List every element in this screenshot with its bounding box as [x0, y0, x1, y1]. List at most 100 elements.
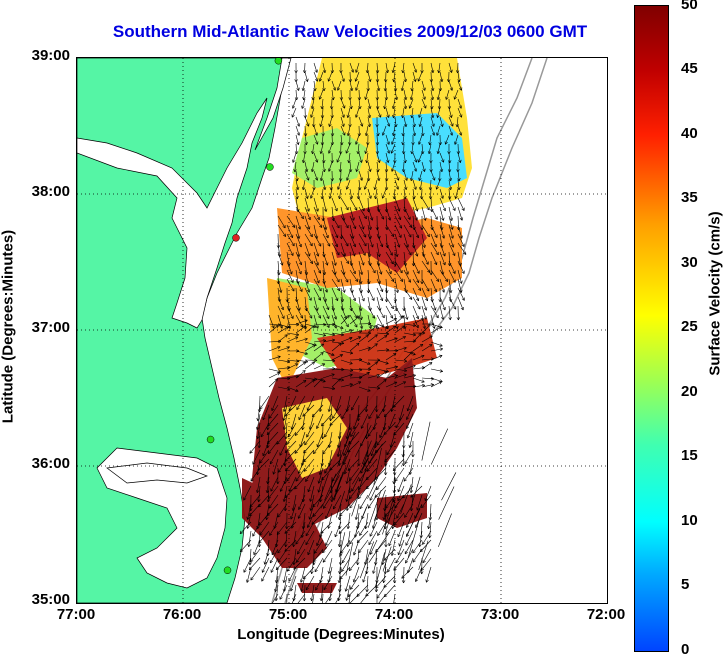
velocity-arrow-head — [261, 579, 265, 582]
velocity-arrow-head — [358, 479, 362, 482]
velocity-arrow-head — [307, 408, 310, 411]
velocity-arrow — [273, 458, 279, 475]
velocity-arrow-head — [430, 196, 433, 200]
velocity-arrow-head — [401, 70, 404, 74]
velocity-arrow — [258, 512, 270, 526]
velocity-arrow-head — [364, 96, 366, 100]
velocity-arrow-head — [375, 70, 378, 74]
velocity-arrow-head — [440, 369, 443, 372]
velocity-arrow-head — [316, 235, 319, 239]
velocity-arrow — [428, 512, 432, 529]
velocity-arrow-head — [359, 133, 361, 137]
velocity-arrow — [367, 260, 376, 274]
velocity-arrow-head — [386, 178, 389, 182]
velocity-arrow-head — [448, 178, 451, 182]
velocity-arrow-head — [290, 588, 294, 592]
velocity-arrow-head — [339, 151, 341, 155]
velocity-arrow — [430, 242, 439, 256]
velocity-arrow — [358, 372, 370, 379]
velocity-arrow-head — [403, 209, 406, 213]
velocity-arrow-head — [333, 326, 337, 329]
velocity-arrow-head — [395, 366, 398, 369]
velocity-arrow-head — [376, 443, 380, 446]
velocity-arrow-head — [256, 490, 260, 493]
velocity-arrow — [252, 521, 261, 537]
colorbar — [634, 5, 669, 652]
velocity-arrow-head — [297, 195, 299, 200]
velocity-arrow — [269, 521, 279, 536]
velocity-arrow-head — [409, 106, 412, 109]
velocity-arrow-head — [377, 325, 380, 329]
velocity-arrow-head — [450, 227, 453, 230]
velocity-arrow-head — [347, 526, 350, 530]
velocity-arrow — [361, 413, 369, 429]
velocity-arrow-head — [431, 106, 434, 110]
velocity-arrow-head — [365, 526, 368, 529]
velocity-arrow-head — [404, 461, 408, 465]
velocity-arrow-head — [347, 160, 350, 164]
velocity-arrow-head — [294, 487, 298, 490]
velocity-arrow-head — [345, 151, 349, 154]
velocity-arrow-head — [318, 316, 321, 319]
velocity-arrow — [421, 242, 425, 257]
velocity-arrow-head — [395, 187, 399, 190]
velocity-arrow-head — [277, 481, 280, 485]
velocity-arrow — [277, 503, 288, 518]
velocity-arrow-head — [415, 78, 417, 82]
velocity-arrow-head — [404, 290, 407, 293]
velocity-arrow — [366, 467, 378, 481]
velocity-arrow — [419, 530, 423, 547]
velocity-arrow-head — [302, 499, 306, 503]
velocity-arrow — [369, 521, 378, 537]
velocity-arrow-head — [386, 187, 389, 191]
velocity-arrow-head — [383, 379, 387, 381]
velocity-arrow-head — [323, 588, 327, 591]
velocity-arrow — [384, 98, 387, 109]
velocity-arrow — [439, 278, 445, 293]
velocity-arrow-head — [371, 298, 375, 301]
velocity-arrow-head — [440, 88, 442, 92]
velocity-arrow-head — [321, 378, 323, 382]
velocity-arrow-head — [422, 133, 425, 137]
velocity-arrow-head — [370, 78, 372, 82]
velocity-arrow-head — [260, 435, 264, 438]
velocity-arrow — [331, 287, 339, 301]
velocity-arrow-head — [296, 324, 300, 327]
velocity-arrow — [385, 318, 397, 325]
map-plot-area[interactable] — [76, 57, 608, 604]
velocity-arrow — [257, 404, 261, 421]
velocity-arrow — [250, 467, 261, 482]
velocity-arrow — [403, 233, 409, 248]
velocity-arrow-head — [302, 415, 306, 417]
velocity-arrow-head — [444, 280, 448, 282]
velocity-arrow-head — [413, 323, 417, 326]
velocity-arrow-head — [320, 178, 324, 182]
velocity-arrow-head — [403, 325, 405, 329]
velocity-arrow-head — [433, 244, 437, 248]
velocity-arrow-head — [384, 544, 387, 548]
velocity-arrow-head — [426, 235, 430, 238]
velocity-arrow-head — [421, 196, 424, 200]
velocity-arrow-head — [290, 516, 294, 520]
velocity-arrow-head — [403, 346, 407, 348]
velocity-arrow — [295, 242, 300, 257]
velocity-arrow-head — [427, 150, 430, 154]
velocity-arrow — [394, 347, 407, 352]
velocity-arrow — [277, 548, 288, 563]
velocity-arrow-head — [374, 187, 377, 190]
velocity-arrow-head — [274, 378, 278, 380]
velocity-arrow-head — [382, 516, 385, 520]
velocity-arrow-head — [392, 196, 395, 200]
velocity-arrow-head — [276, 325, 279, 329]
velocity-arrow-head — [293, 169, 296, 173]
velocity-arrow — [393, 107, 396, 118]
velocity-arrow-head — [430, 106, 433, 110]
velocity-arrow — [305, 467, 315, 482]
velocity-arrow-head — [359, 106, 362, 110]
velocity-arrow — [313, 378, 323, 388]
velocity-arrow-head — [368, 332, 372, 335]
velocity-arrow — [320, 170, 324, 181]
velocity-arrow-head — [338, 178, 341, 182]
velocity-arrow — [384, 449, 396, 463]
velocity-arrow — [304, 116, 310, 127]
